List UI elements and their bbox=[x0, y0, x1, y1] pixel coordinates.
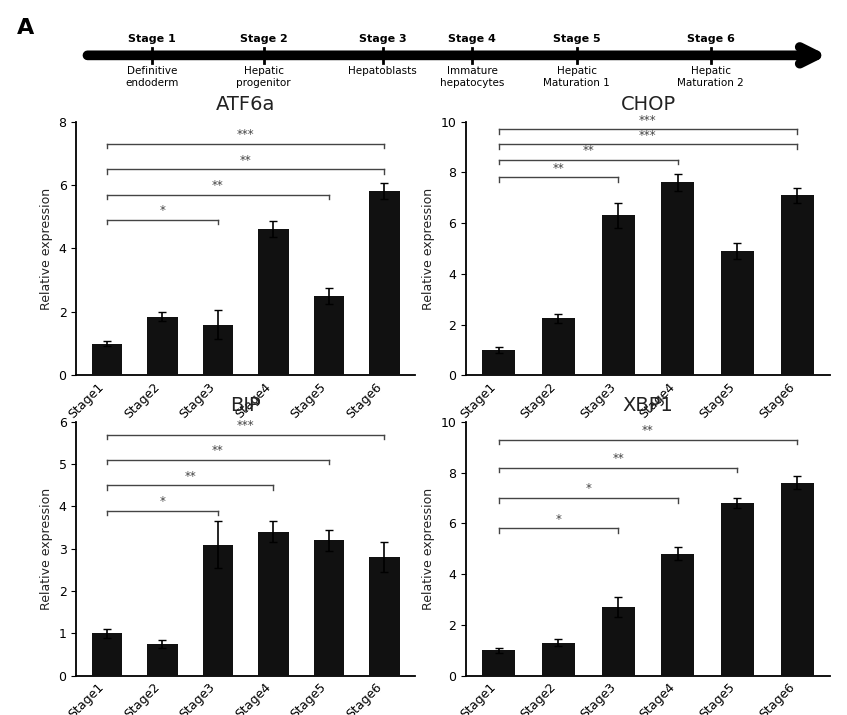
Bar bbox=[202, 545, 233, 676]
Y-axis label: Relative expression: Relative expression bbox=[40, 187, 53, 310]
Text: Hepatic
progenitor: Hepatic progenitor bbox=[236, 66, 291, 88]
Bar bbox=[781, 483, 813, 676]
Bar bbox=[662, 554, 695, 676]
Bar bbox=[202, 325, 233, 375]
Text: **: ** bbox=[642, 424, 654, 437]
Text: ***: *** bbox=[639, 129, 656, 142]
Bar bbox=[721, 251, 754, 375]
Bar bbox=[721, 503, 754, 676]
Bar bbox=[91, 344, 122, 375]
Text: A: A bbox=[17, 18, 34, 38]
Text: Stage 4: Stage 4 bbox=[448, 34, 496, 44]
Title: ATF6a: ATF6a bbox=[216, 95, 275, 114]
Text: **: ** bbox=[552, 162, 564, 175]
Text: Immature
hepatocytes: Immature hepatocytes bbox=[440, 66, 505, 88]
Title: BIP: BIP bbox=[230, 395, 261, 415]
Bar bbox=[147, 317, 178, 375]
Bar bbox=[601, 215, 634, 375]
Y-axis label: Relative expression: Relative expression bbox=[422, 187, 435, 310]
Text: ***: *** bbox=[237, 128, 254, 142]
Bar bbox=[542, 643, 575, 676]
Bar bbox=[313, 541, 344, 676]
Bar bbox=[369, 557, 400, 676]
Bar bbox=[483, 651, 515, 676]
Bar bbox=[91, 633, 122, 676]
Bar bbox=[601, 607, 634, 676]
Text: **: ** bbox=[212, 445, 224, 458]
Bar bbox=[369, 192, 400, 375]
Text: *: * bbox=[585, 483, 591, 495]
Bar bbox=[258, 230, 289, 375]
Y-axis label: Relative expression: Relative expression bbox=[422, 488, 435, 610]
Text: ***: *** bbox=[639, 114, 656, 127]
Text: Stage 1: Stage 1 bbox=[128, 34, 175, 44]
Text: Stage 3: Stage 3 bbox=[359, 34, 407, 44]
Text: ***: *** bbox=[237, 419, 254, 432]
Text: **: ** bbox=[240, 154, 252, 167]
Text: Definitive
endoderm: Definitive endoderm bbox=[125, 66, 179, 88]
Title: XBP1: XBP1 bbox=[623, 395, 673, 415]
Text: Hepatic
Maturation 2: Hepatic Maturation 2 bbox=[678, 66, 745, 88]
Bar bbox=[147, 644, 178, 676]
Text: Stage 5: Stage 5 bbox=[553, 34, 601, 44]
Y-axis label: Relative expression: Relative expression bbox=[40, 488, 53, 610]
Bar bbox=[483, 350, 515, 375]
Text: Hepatic
Maturation 1: Hepatic Maturation 1 bbox=[543, 66, 610, 88]
Text: *: * bbox=[159, 204, 165, 217]
Text: **: ** bbox=[212, 179, 224, 192]
Bar bbox=[542, 318, 575, 375]
Title: CHOP: CHOP bbox=[620, 95, 676, 114]
Text: *: * bbox=[556, 513, 562, 526]
Bar bbox=[258, 532, 289, 676]
Text: **: ** bbox=[612, 452, 624, 465]
Text: Hepatoblasts: Hepatoblasts bbox=[348, 66, 418, 77]
Bar bbox=[781, 195, 813, 375]
Text: Stage 2: Stage 2 bbox=[240, 34, 287, 44]
Text: **: ** bbox=[583, 144, 595, 157]
Bar bbox=[313, 296, 344, 375]
Bar bbox=[662, 182, 695, 375]
Text: **: ** bbox=[185, 470, 196, 483]
Text: Stage 6: Stage 6 bbox=[687, 34, 734, 44]
Text: *: * bbox=[159, 495, 165, 508]
